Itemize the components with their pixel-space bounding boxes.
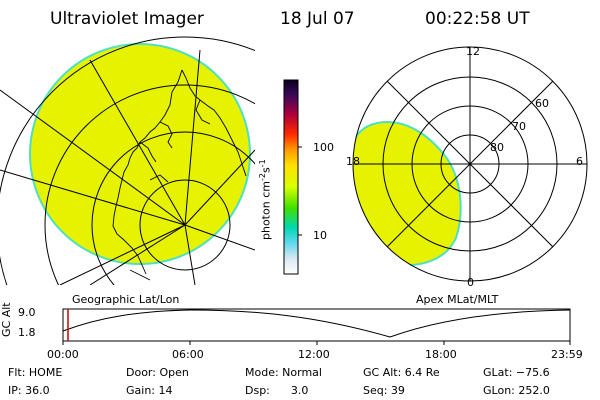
status-glon: GLon: 252.0: [483, 384, 550, 397]
mlt-label-18: 18: [346, 155, 360, 168]
colorbar: [283, 79, 302, 275]
date-label: 18 Jul 07: [280, 9, 355, 29]
status-mode: Mode: Normal: [245, 366, 322, 379]
timeline-x-tick-1200: 12:00: [298, 348, 330, 361]
time-label: 00:22:58 UT: [425, 9, 530, 29]
coastline: [112, 69, 247, 281]
colorbar-unit-label: photon cm-2s-1: [258, 159, 273, 240]
status-dsp: Dsp: 3.0: [245, 384, 309, 397]
geographic-map: [0, 36, 255, 285]
status-flight: Flt: HOME: [8, 366, 63, 379]
magnetic-polar-plot: [352, 46, 588, 282]
timeline-y-tick-high: 9.0: [18, 306, 36, 319]
timeline-y-label: GC Alt: [0, 302, 13, 337]
instrument-title: Ultraviolet Imager: [50, 9, 204, 29]
mlt-label-12: 12: [466, 45, 480, 58]
colorbar-tick-10: 10: [313, 229, 327, 242]
status-door: Door: Open: [126, 366, 189, 379]
mlat-mlt-grid: [352, 46, 588, 282]
mlat-label-70: 70: [512, 120, 526, 133]
uv-emission-region: [29, 43, 251, 265]
mlat-label-60: 60: [535, 97, 549, 110]
status-ip: IP: 36.0: [8, 384, 50, 397]
colorbar-tick-100: 100: [313, 141, 334, 154]
status-gc-alt: GC Alt: 6.4 Re: [363, 366, 440, 379]
altitude-curve: [62, 309, 571, 338]
colorbar-scale: [283, 79, 299, 275]
status-glat: GLat: −75.6: [483, 366, 550, 379]
auroral-oval: [353, 120, 462, 266]
altitude-timeline: [62, 308, 571, 345]
timeline-x-tick-1800: 18:00: [425, 348, 457, 361]
geographic-panel-label: Geographic Lat/Lon: [72, 293, 180, 306]
lat-lon-grid: [0, 36, 255, 285]
magnetic-panel-label: Apex MLat/MLT: [416, 293, 499, 306]
timeline-x-tick-0600: 06:00: [172, 348, 204, 361]
timeline-x-tick-0000: 00:00: [47, 348, 79, 361]
mlt-label-6: 6: [576, 155, 583, 168]
mlt-label-0: 0: [467, 276, 474, 289]
timeline-y-tick-low: 1.8: [18, 326, 36, 339]
mlat-label-80: 80: [490, 141, 504, 154]
status-seq: Seq: 39: [363, 384, 405, 397]
status-gain: Gain: 14: [126, 384, 173, 397]
timeline-x-tick-2359: 23:59: [551, 348, 583, 361]
